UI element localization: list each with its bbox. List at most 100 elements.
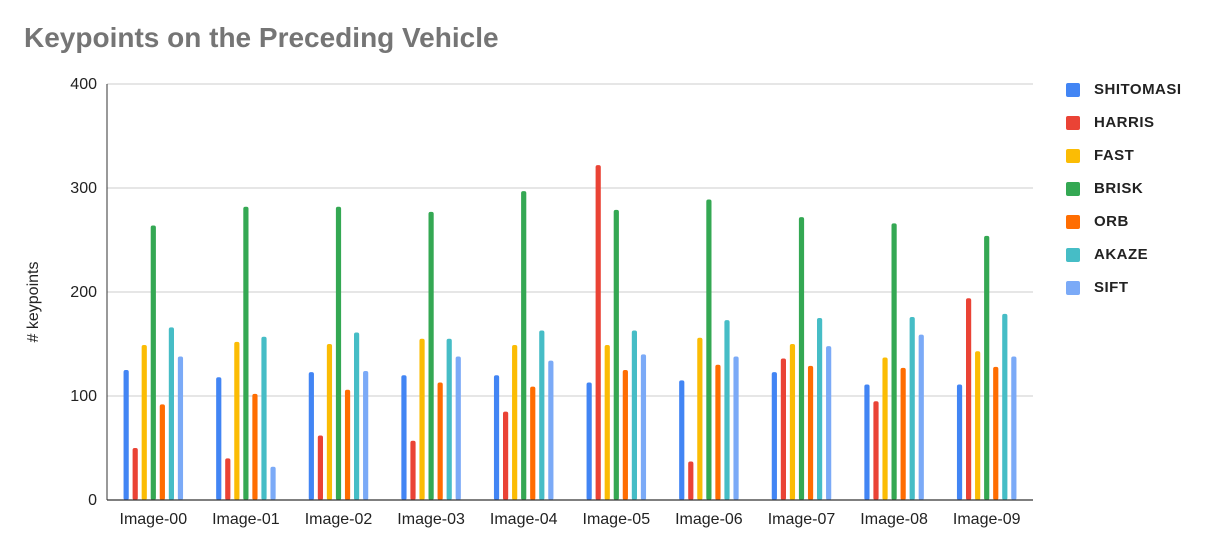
legend-item-sift: SIFT: [1066, 271, 1182, 304]
bar-orb-image-02: [344, 389, 351, 500]
bar-fast-image-06: [697, 337, 703, 500]
bar-harris-image-08: [873, 401, 879, 500]
bar-akaze-image-07: [817, 318, 823, 500]
x-tick-label: Image-08: [860, 511, 928, 528]
bar-fast-image-08: [882, 357, 888, 500]
bar-sift-image-08: [918, 334, 924, 500]
bar-akaze-image-06: [724, 320, 730, 500]
bar-harris-image-01: [225, 458, 231, 500]
bar-fast-image-02: [326, 344, 333, 500]
x-tick-label: Image-00: [120, 511, 188, 528]
legend-item-harris: HARRIS: [1066, 106, 1182, 139]
legend-swatch: [1066, 148, 1080, 163]
bar-fast-image-09: [975, 351, 981, 500]
bar-harris-image-02: [317, 435, 323, 500]
y-tick-label: 200: [70, 284, 97, 301]
x-tick-label: Image-09: [953, 511, 1021, 528]
bar-orb-image-09: [993, 366, 999, 500]
bar-harris-image-06: [688, 461, 694, 500]
legend-swatch: [1066, 214, 1080, 229]
bar-akaze-image-00: [168, 327, 174, 500]
bar-brisk-image-01: [243, 206, 249, 500]
bar-brisk-image-05: [613, 209, 619, 500]
bar-shitomasi-image-02: [308, 372, 314, 500]
bar-fast-image-00: [141, 345, 147, 500]
y-tick-label: 0: [88, 492, 97, 509]
bar-sift-image-02: [363, 371, 369, 500]
bar-harris-image-00: [132, 448, 138, 500]
bar-akaze-image-01: [261, 336, 267, 500]
bar-akaze-image-03: [446, 338, 452, 500]
legend-item-shitomasi: SHITOMASI: [1066, 73, 1182, 106]
bar-akaze-image-08: [909, 316, 915, 500]
bar-sift-image-03: [455, 356, 461, 500]
bar-brisk-image-03: [428, 211, 434, 501]
bar-shitomasi-image-07: [771, 372, 777, 500]
bar-harris-image-05: [595, 165, 601, 500]
bar-harris-image-07: [780, 358, 786, 500]
legend-label: BRISK: [1094, 180, 1144, 197]
y-tick-label: 300: [70, 180, 97, 197]
bar-fast-image-07: [789, 344, 796, 500]
y-tick-label: 400: [70, 76, 97, 93]
bar-harris-image-03: [410, 440, 416, 500]
legend-label: SHITOMASI: [1094, 81, 1182, 98]
bar-shitomasi-image-04: [493, 375, 500, 500]
bar-orb-image-08: [900, 367, 906, 500]
x-tick-label: Image-02: [305, 511, 373, 528]
bar-brisk-image-07: [798, 217, 805, 500]
legend-swatch: [1066, 82, 1080, 97]
x-tick-label: Image-07: [768, 511, 836, 528]
x-tick-label: Image-04: [490, 511, 558, 528]
bars: [123, 165, 1017, 501]
legend-swatch: [1066, 280, 1080, 295]
legend-label: SIFT: [1094, 279, 1129, 296]
bar-brisk-image-09: [984, 235, 990, 500]
bar-brisk-image-04: [521, 191, 527, 500]
bar-shitomasi-image-01: [216, 377, 222, 500]
x-tick-label: Image-01: [212, 511, 280, 528]
x-tick-label: Image-06: [675, 511, 743, 528]
legend-item-orb: ORB: [1066, 205, 1182, 238]
bar-sift-image-01: [270, 466, 276, 500]
legend-item-brisk: BRISK: [1066, 172, 1182, 205]
x-tick-label: Image-03: [397, 511, 465, 528]
bar-sift-image-00: [177, 356, 184, 500]
bar-akaze-image-05: [631, 330, 637, 500]
legend-label: ORB: [1094, 213, 1129, 230]
bar-shitomasi-image-00: [123, 370, 129, 500]
gridlines: [107, 83, 1033, 397]
bar-orb-image-05: [622, 370, 628, 500]
legend-swatch: [1066, 181, 1080, 196]
bar-shitomasi-image-05: [586, 382, 592, 500]
bar-orb-image-01: [252, 393, 258, 500]
legend-swatch: [1066, 115, 1080, 130]
bar-sift-image-05: [640, 354, 647, 500]
bar-orb-image-00: [159, 404, 165, 500]
bar-fast-image-01: [234, 341, 240, 500]
bar-akaze-image-04: [539, 330, 545, 500]
bar-fast-image-05: [604, 345, 610, 500]
legend-item-akaze: AKAZE: [1066, 238, 1182, 271]
legend-label: HARRIS: [1094, 114, 1155, 131]
bar-fast-image-04: [512, 345, 518, 500]
legend: SHITOMASI HARRIS FAST BRISK ORB AKAZE SIFT: [1066, 73, 1182, 304]
legend-swatch: [1066, 247, 1080, 262]
bar-shitomasi-image-08: [864, 384, 870, 500]
bar-brisk-image-06: [706, 199, 712, 500]
bar-sift-image-07: [826, 346, 832, 500]
bar-shitomasi-image-03: [401, 375, 407, 500]
chart-title: Keypoints on the Preceding Vehicle: [24, 22, 499, 53]
bar-orb-image-07: [807, 365, 814, 500]
bar-orb-image-06: [715, 364, 721, 500]
bar-harris-image-09: [966, 298, 972, 500]
bar-sift-image-04: [548, 360, 554, 500]
bar-brisk-image-00: [150, 225, 156, 500]
bar-akaze-image-02: [354, 332, 360, 500]
bar-brisk-image-08: [891, 223, 897, 501]
bar-sift-image-09: [1011, 356, 1017, 500]
bar-fast-image-03: [419, 338, 425, 500]
bar-shitomasi-image-06: [679, 380, 685, 500]
axes: 0 100 200 300 400 Image-00 Image-01 Image-02 Ima…: [70, 76, 1033, 528]
